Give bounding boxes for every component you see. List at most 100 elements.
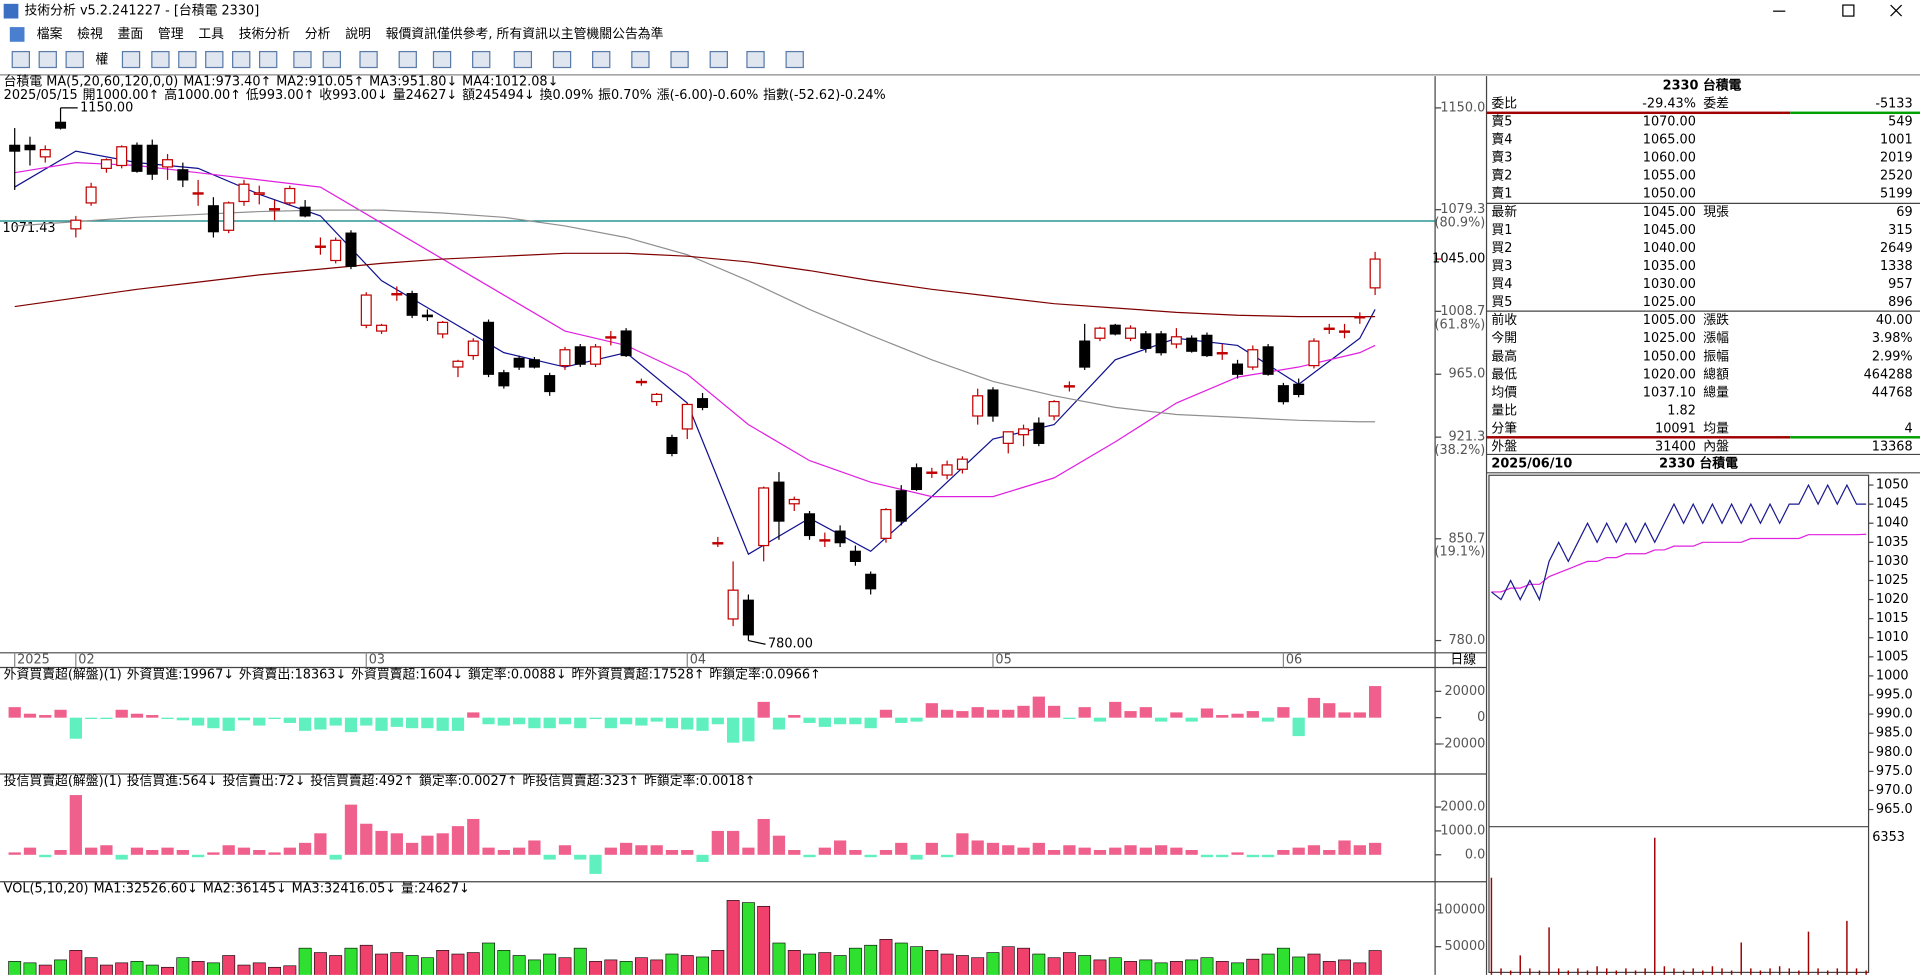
intraday-volume bbox=[1490, 837, 1867, 975]
quote-value: 1040.00 bbox=[1643, 241, 1696, 256]
bar bbox=[1323, 850, 1336, 855]
toolbar-icon[interactable] bbox=[293, 50, 312, 69]
toolbar-icon[interactable] bbox=[322, 50, 342, 69]
toolbar-icon[interactable] bbox=[513, 50, 533, 69]
bar bbox=[1032, 953, 1046, 975]
bar bbox=[925, 703, 938, 718]
bar bbox=[191, 717, 205, 726]
toolbar-icon[interactable] bbox=[472, 50, 491, 69]
y-tick-label: 1000.0 bbox=[1440, 823, 1485, 838]
toolbar-icon[interactable] bbox=[65, 50, 84, 69]
intraday-name: 2330 台積電 bbox=[1659, 456, 1738, 472]
bar bbox=[405, 842, 419, 855]
toolbar-icon[interactable] bbox=[432, 50, 452, 69]
info-text: 低993.00↑ bbox=[246, 88, 315, 103]
quote-value: 1037.10 bbox=[1643, 385, 1696, 400]
bar bbox=[421, 717, 434, 729]
bar bbox=[650, 959, 664, 975]
bar bbox=[482, 942, 495, 975]
candle-body bbox=[544, 375, 556, 393]
window-controls[interactable] bbox=[1773, 4, 1903, 17]
toolbar-icon[interactable] bbox=[38, 50, 57, 69]
toolbar-icon[interactable] bbox=[232, 50, 251, 69]
y-tick-label: 985.0 bbox=[1876, 726, 1913, 741]
toolbar-icon[interactable] bbox=[785, 50, 804, 69]
y-tick-label: 850.7 bbox=[1449, 531, 1486, 546]
menu-item[interactable]: 檔案 bbox=[37, 27, 63, 42]
bar bbox=[512, 717, 526, 725]
bar bbox=[1246, 711, 1259, 718]
candle-body bbox=[819, 539, 831, 542]
toolbar-icon[interactable] bbox=[670, 50, 689, 69]
toolbar-icon[interactable] bbox=[631, 50, 650, 69]
toolbar-icon[interactable] bbox=[178, 50, 197, 69]
bar bbox=[115, 962, 129, 975]
bar bbox=[1261, 717, 1275, 722]
candle-body bbox=[345, 232, 357, 267]
toolbar-icon[interactable] bbox=[11, 50, 30, 69]
bar bbox=[742, 847, 755, 855]
toolbar-icon[interactable] bbox=[709, 50, 728, 69]
y-tick-label: 1040 bbox=[1876, 516, 1909, 531]
candle-body bbox=[192, 192, 204, 195]
bar bbox=[1277, 707, 1290, 718]
bar bbox=[1017, 705, 1030, 718]
toolbar-icon[interactable] bbox=[151, 50, 170, 69]
y-tick-label: 20000 bbox=[1444, 684, 1485, 699]
info-text: 指數(-52.62)-0.24% bbox=[763, 88, 886, 103]
toolbar-icon[interactable] bbox=[205, 50, 224, 69]
bar bbox=[589, 717, 602, 719]
toolbar-icon[interactable] bbox=[592, 50, 611, 69]
toolbar-icon[interactable] bbox=[121, 50, 141, 69]
quote-label: 最低 bbox=[1491, 367, 1517, 382]
bar bbox=[1322, 961, 1336, 975]
bar bbox=[1032, 696, 1045, 718]
toolbar-icon[interactable] bbox=[398, 50, 417, 69]
quote-value: 5199 bbox=[1880, 187, 1913, 202]
menu-item[interactable]: 畫面 bbox=[118, 27, 144, 42]
toolbar-icon[interactable] bbox=[258, 50, 278, 69]
candle-body bbox=[804, 513, 816, 537]
y-tick-label: 975.0 bbox=[1876, 764, 1913, 779]
bar bbox=[1093, 850, 1107, 855]
toolbar-icon[interactable] bbox=[359, 50, 378, 69]
menu-item[interactable]: 檢視 bbox=[77, 26, 103, 42]
bar bbox=[54, 709, 67, 718]
bar bbox=[940, 953, 954, 975]
quote-value: 1070.00 bbox=[1643, 114, 1696, 129]
bar bbox=[619, 842, 633, 855]
bar bbox=[1124, 961, 1137, 975]
bar bbox=[650, 717, 663, 722]
bar bbox=[696, 956, 709, 975]
candle-body bbox=[1186, 337, 1198, 352]
bar bbox=[1246, 854, 1259, 858]
candle-body bbox=[1277, 385, 1289, 403]
menu-item[interactable]: 報價資訊僅供參考, 所有資訊以主管機關公告為準 bbox=[386, 26, 664, 42]
bar bbox=[436, 950, 450, 975]
menu-item[interactable]: 分析 bbox=[305, 27, 331, 42]
bar bbox=[1185, 850, 1198, 855]
menu-item[interactable]: 工具 bbox=[198, 27, 224, 42]
candle-body bbox=[880, 508, 892, 539]
quote-value: 1030.00 bbox=[1643, 277, 1696, 292]
toolbar-icon[interactable] bbox=[552, 50, 572, 69]
candle-body bbox=[1033, 422, 1045, 444]
bar bbox=[222, 717, 235, 731]
bar bbox=[222, 845, 235, 855]
menu-item[interactable]: 說明 bbox=[345, 26, 371, 42]
menu-item[interactable]: 技術分析 bbox=[239, 27, 291, 42]
moving-average bbox=[14, 161, 1376, 498]
bar bbox=[574, 854, 587, 860]
bar bbox=[543, 953, 557, 975]
bar bbox=[100, 845, 113, 855]
toolbar: 權 bbox=[11, 50, 804, 69]
menu-item[interactable]: 管理 bbox=[158, 27, 184, 42]
bar bbox=[528, 840, 541, 855]
info-text: 漲(-6.00)-0.60% bbox=[657, 88, 759, 103]
bar bbox=[1338, 840, 1351, 855]
toolbar-icon[interactable] bbox=[746, 50, 765, 69]
bar bbox=[146, 715, 159, 718]
bar bbox=[711, 830, 724, 855]
